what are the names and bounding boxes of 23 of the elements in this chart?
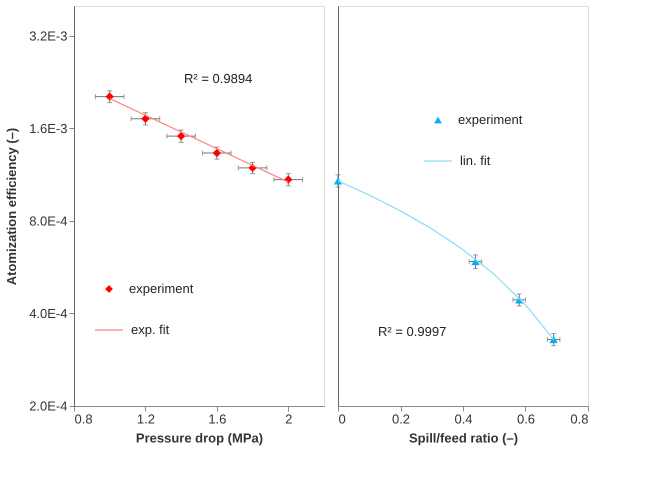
x-tick-label: 0.6 — [516, 412, 536, 426]
annotation: R² = 0.9894 — [184, 71, 252, 86]
x-tick-label: 1.2 — [136, 412, 155, 426]
x-tick-label: 2 — [285, 412, 292, 426]
x-tick-label: 0.4 — [454, 412, 473, 426]
x-axis-title: Spill/feed ratio (–) — [408, 430, 518, 446]
x-tick-label: 1.6 — [208, 412, 226, 426]
legend-label: exp. fit — [131, 322, 170, 337]
x-tick-label: 0.8 — [570, 412, 588, 426]
y-tick-label: 1.6E-3 — [29, 120, 68, 136]
y-tick-label: 3.2E-3 — [29, 28, 68, 44]
legend-label: experiment — [458, 112, 523, 127]
y-axis-title: Atomization efficiency (–) — [4, 128, 20, 286]
annotation: R² = 0.9997 — [378, 324, 446, 339]
y-tick-label: 8.0E-4 — [29, 213, 68, 228]
x-tick-label: 0.2 — [392, 412, 410, 426]
x-tick-label: 0.8 — [74, 412, 93, 426]
legend-label: lin. fit — [460, 153, 491, 168]
x-tick-label: 0 — [338, 412, 346, 426]
y-tick-label: 4.0E-4 — [29, 306, 68, 321]
legend-label: experiment — [129, 281, 194, 296]
y-tick-label: 2.0E-4 — [29, 398, 68, 414]
x-axis-title: Pressure drop (MPa) — [136, 430, 264, 446]
